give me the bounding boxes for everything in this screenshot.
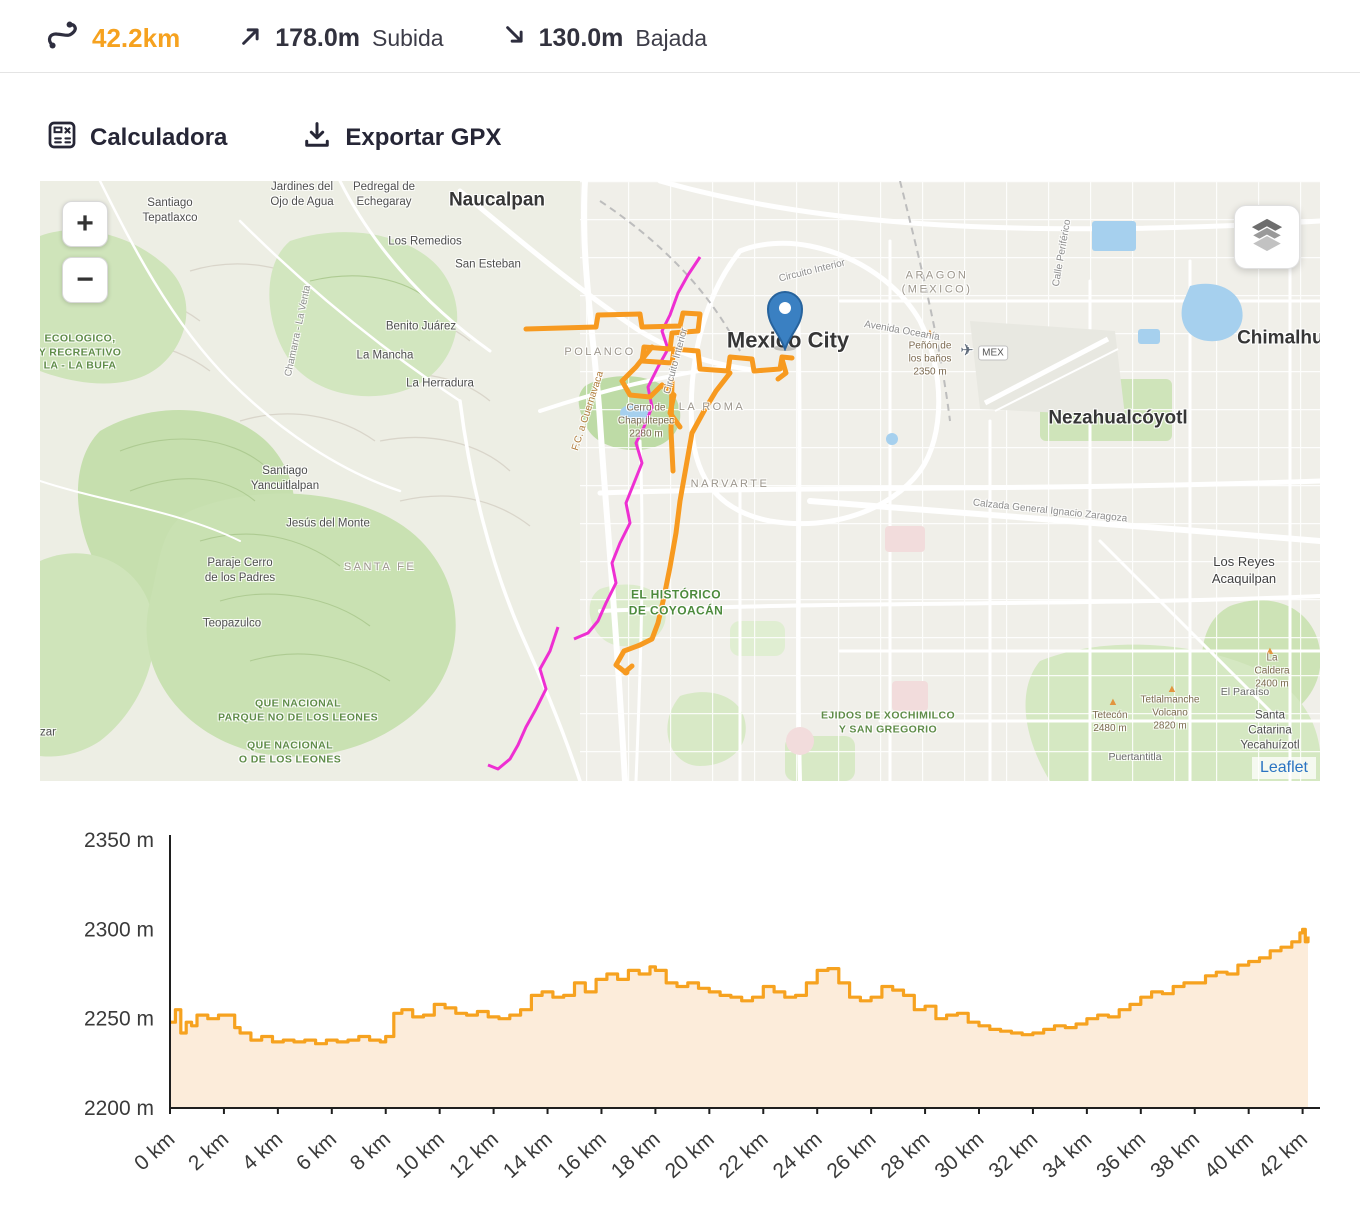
- urban-patches: [786, 526, 928, 755]
- elevation-chart: 2350 m 2300 m 2250 m 2200 m 0 km 2 km 4 km 6 km…: [84, 829, 1320, 1183]
- zoom-out-button[interactable]: −: [62, 257, 108, 303]
- svg-text:2 km: 2 km: [184, 1128, 233, 1176]
- calculator-button[interactable]: Calculadora: [46, 119, 227, 158]
- svg-text:22 km: 22 km: [715, 1128, 773, 1183]
- calculator-icon: [46, 119, 78, 158]
- svg-text:20 km: 20 km: [661, 1128, 719, 1183]
- layers-control-button[interactable]: [1234, 205, 1300, 269]
- toolbar: Calculadora Exportar GPX: [46, 115, 1360, 161]
- svg-text:42 km: 42 km: [1254, 1128, 1312, 1183]
- svg-text:8 km: 8 km: [346, 1128, 395, 1176]
- map-attribution[interactable]: Leaflet: [1251, 757, 1316, 779]
- route-track: [523, 310, 795, 675]
- svg-text:32 km: 32 km: [984, 1128, 1042, 1183]
- descent-value: 130.0m: [538, 23, 624, 52]
- magenta-track: [487, 256, 702, 771]
- layers-icon: [1245, 216, 1289, 259]
- location-marker[interactable]: [755, 279, 815, 352]
- svg-text:26 km: 26 km: [823, 1128, 881, 1183]
- svg-text:2250 m: 2250 m: [84, 1008, 154, 1031]
- elevation-section: 2350 m 2300 m 2250 m 2200 m 0 km 2 km 4 km 6 km…: [0, 825, 1360, 1226]
- airport-area: [970, 321, 1125, 416]
- svg-text:6 km: 6 km: [292, 1128, 341, 1176]
- route-stats-bar: 42.2km 178.0m Subida 130.0m Bajada: [0, 0, 1360, 58]
- descent-stat: 130.0m Bajada: [502, 22, 707, 54]
- download-icon: [301, 119, 333, 158]
- ascent-stat: 178.0m Subida: [238, 22, 444, 54]
- distance-value: 42.2km: [92, 22, 181, 53]
- distance-stat: 42.2km: [44, 17, 180, 60]
- roads: [40, 181, 1320, 781]
- map[interactable]: Naucalpan Mexico City Nezahualcóyotl Chimal…: [40, 181, 1320, 781]
- descent-label: Bajada: [635, 24, 708, 51]
- water-bodies: [620, 221, 1243, 445]
- svg-text:24 km: 24 km: [769, 1128, 827, 1183]
- svg-text:4 km: 4 km: [238, 1128, 287, 1176]
- svg-text:30 km: 30 km: [930, 1128, 988, 1183]
- export-gpx-button[interactable]: Exportar GPX: [301, 119, 501, 158]
- svg-text:12 km: 12 km: [445, 1128, 503, 1183]
- svg-text:0 km: 0 km: [130, 1128, 179, 1176]
- descent-arrow-icon: [502, 22, 529, 54]
- svg-text:10 km: 10 km: [391, 1128, 449, 1183]
- calculator-label: Calculadora: [90, 124, 228, 151]
- ascent-label: Subida: [371, 24, 444, 51]
- ascent-value: 178.0m: [275, 23, 360, 52]
- svg-text:36 km: 36 km: [1092, 1128, 1150, 1183]
- zoom-in-button[interactable]: +: [62, 201, 108, 247]
- ascent-arrow-icon: [238, 22, 265, 54]
- svg-text:40 km: 40 km: [1200, 1128, 1258, 1183]
- zoom-controls: + −: [62, 201, 108, 303]
- green-contours: [119, 275, 431, 682]
- svg-text:38 km: 38 km: [1146, 1128, 1204, 1183]
- railway-lines: [599, 181, 951, 422]
- export-gpx-label: Exportar GPX: [345, 124, 502, 151]
- svg-text:34 km: 34 km: [1038, 1128, 1096, 1183]
- svg-text:16 km: 16 km: [553, 1128, 611, 1183]
- route-icon: [44, 17, 82, 60]
- svg-text:2300 m: 2300 m: [84, 918, 154, 941]
- svg-text:2200 m: 2200 m: [84, 1097, 154, 1120]
- header-divider: [0, 72, 1360, 73]
- svg-text:18 km: 18 km: [607, 1128, 665, 1183]
- svg-text:28 km: 28 km: [877, 1128, 935, 1183]
- map-canvas: [40, 181, 1320, 781]
- svg-text:14 km: 14 km: [499, 1128, 557, 1183]
- svg-text:2350 m: 2350 m: [84, 829, 154, 852]
